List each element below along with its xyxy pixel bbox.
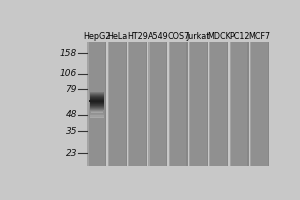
Bar [90, 109, 104, 110]
Bar [90, 97, 104, 98]
Bar [166, 42, 167, 166]
Text: PC12: PC12 [229, 32, 249, 41]
Bar [230, 42, 231, 166]
Bar [169, 42, 170, 166]
Bar [250, 42, 269, 166]
Bar [90, 113, 104, 114]
Text: A549: A549 [148, 32, 168, 41]
Bar [90, 93, 104, 94]
Text: 158: 158 [60, 49, 77, 58]
Bar [90, 93, 104, 94]
Bar [187, 42, 188, 166]
Bar [268, 42, 269, 166]
Text: Jurkat: Jurkat [187, 32, 210, 41]
Bar [207, 42, 208, 166]
Bar [89, 100, 104, 101]
Bar [90, 95, 104, 96]
Bar [209, 42, 211, 166]
Bar [90, 99, 104, 100]
Bar [128, 42, 129, 166]
Text: MCF7: MCF7 [248, 32, 270, 41]
Bar [89, 100, 104, 101]
Bar [90, 115, 104, 116]
Text: 35: 35 [65, 127, 77, 136]
Bar [90, 105, 104, 106]
Bar [91, 112, 103, 113]
Bar [148, 42, 167, 166]
Bar [89, 99, 104, 100]
Text: HT29: HT29 [127, 32, 148, 41]
Bar [90, 98, 104, 99]
Text: 48: 48 [65, 110, 77, 119]
Text: HepG2: HepG2 [83, 32, 111, 41]
Bar [169, 42, 188, 166]
Bar [126, 42, 127, 166]
Text: 106: 106 [60, 69, 77, 78]
Bar [209, 42, 228, 166]
Bar [90, 104, 104, 105]
Bar [146, 42, 147, 166]
Bar [90, 107, 104, 108]
Bar [90, 106, 104, 107]
Bar [90, 96, 104, 97]
Bar [90, 98, 104, 99]
Bar [108, 42, 109, 166]
Bar [90, 94, 104, 95]
Bar [90, 92, 104, 93]
Bar [90, 103, 104, 104]
Bar [90, 114, 104, 115]
Bar [90, 108, 104, 109]
Bar [90, 115, 104, 116]
Bar [250, 42, 251, 166]
Bar [148, 42, 149, 166]
Text: HeLa: HeLa [107, 32, 128, 41]
Bar [227, 42, 228, 166]
Bar [91, 110, 103, 111]
Bar [90, 92, 104, 93]
Bar [90, 106, 104, 107]
Bar [89, 101, 104, 102]
Bar [90, 107, 104, 108]
Bar [89, 102, 104, 103]
Bar [108, 42, 127, 166]
Bar [91, 112, 103, 113]
Text: 23: 23 [65, 149, 77, 158]
Bar [105, 42, 106, 166]
Text: COS7: COS7 [167, 32, 189, 41]
Bar [90, 105, 104, 106]
Bar [189, 42, 208, 166]
Bar [128, 42, 147, 166]
Text: 79: 79 [65, 85, 77, 94]
Bar [91, 111, 103, 112]
Text: MDCK: MDCK [207, 32, 231, 41]
Bar [189, 42, 190, 166]
Bar [90, 117, 104, 118]
Bar [88, 42, 106, 166]
Bar [230, 42, 248, 166]
Bar [90, 116, 104, 117]
